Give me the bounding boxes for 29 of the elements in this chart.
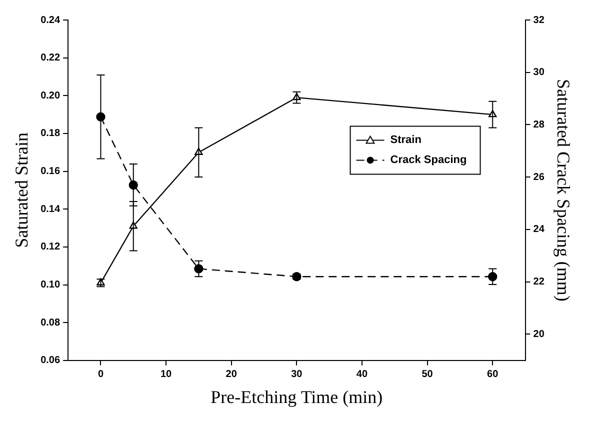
y2-tick-label: 20 xyxy=(533,328,545,340)
y-tick-label: 0.08 xyxy=(40,317,60,328)
y2-tick-label: 28 xyxy=(533,119,545,130)
y-tick-label: 0.10 xyxy=(40,280,60,291)
y-tick-label: 0.20 xyxy=(40,90,60,102)
x-axis-title: Pre-Etching Time (min) xyxy=(210,386,383,407)
legend-label: Crack Spacing xyxy=(390,154,467,166)
y-tick-label: 0.16 xyxy=(40,166,60,178)
y-tick-label: 0.22 xyxy=(40,52,60,64)
y2-tick-label: 30 xyxy=(533,67,545,78)
y-axis-title: Saturated Strain xyxy=(12,132,32,248)
y2-tick-label: 32 xyxy=(533,14,545,26)
y-tick-label: 0.06 xyxy=(40,355,60,366)
x-tick-label: 20 xyxy=(226,369,238,380)
x-tick-label: 60 xyxy=(487,369,499,380)
x-tick-label: 0 xyxy=(98,369,104,380)
y-tick-label: 0.12 xyxy=(40,242,60,253)
y2-axis-title: Saturated Crack Spacing (mm) xyxy=(553,78,574,302)
x-tick-label: 10 xyxy=(160,369,172,380)
x-tick-label: 40 xyxy=(356,369,368,380)
y2-tick-label: 24 xyxy=(533,224,545,236)
y2-tick-label: 26 xyxy=(533,172,545,183)
x-tick-label: 30 xyxy=(291,369,303,380)
legend-label: Strain xyxy=(390,134,422,146)
y-tick-label: 0.14 xyxy=(40,204,60,215)
x-tick-label: 50 xyxy=(422,369,434,380)
y-tick-label: 0.24 xyxy=(40,14,60,26)
y2-tick-label: 22 xyxy=(533,276,545,288)
y-tick-label: 0.18 xyxy=(40,128,60,140)
